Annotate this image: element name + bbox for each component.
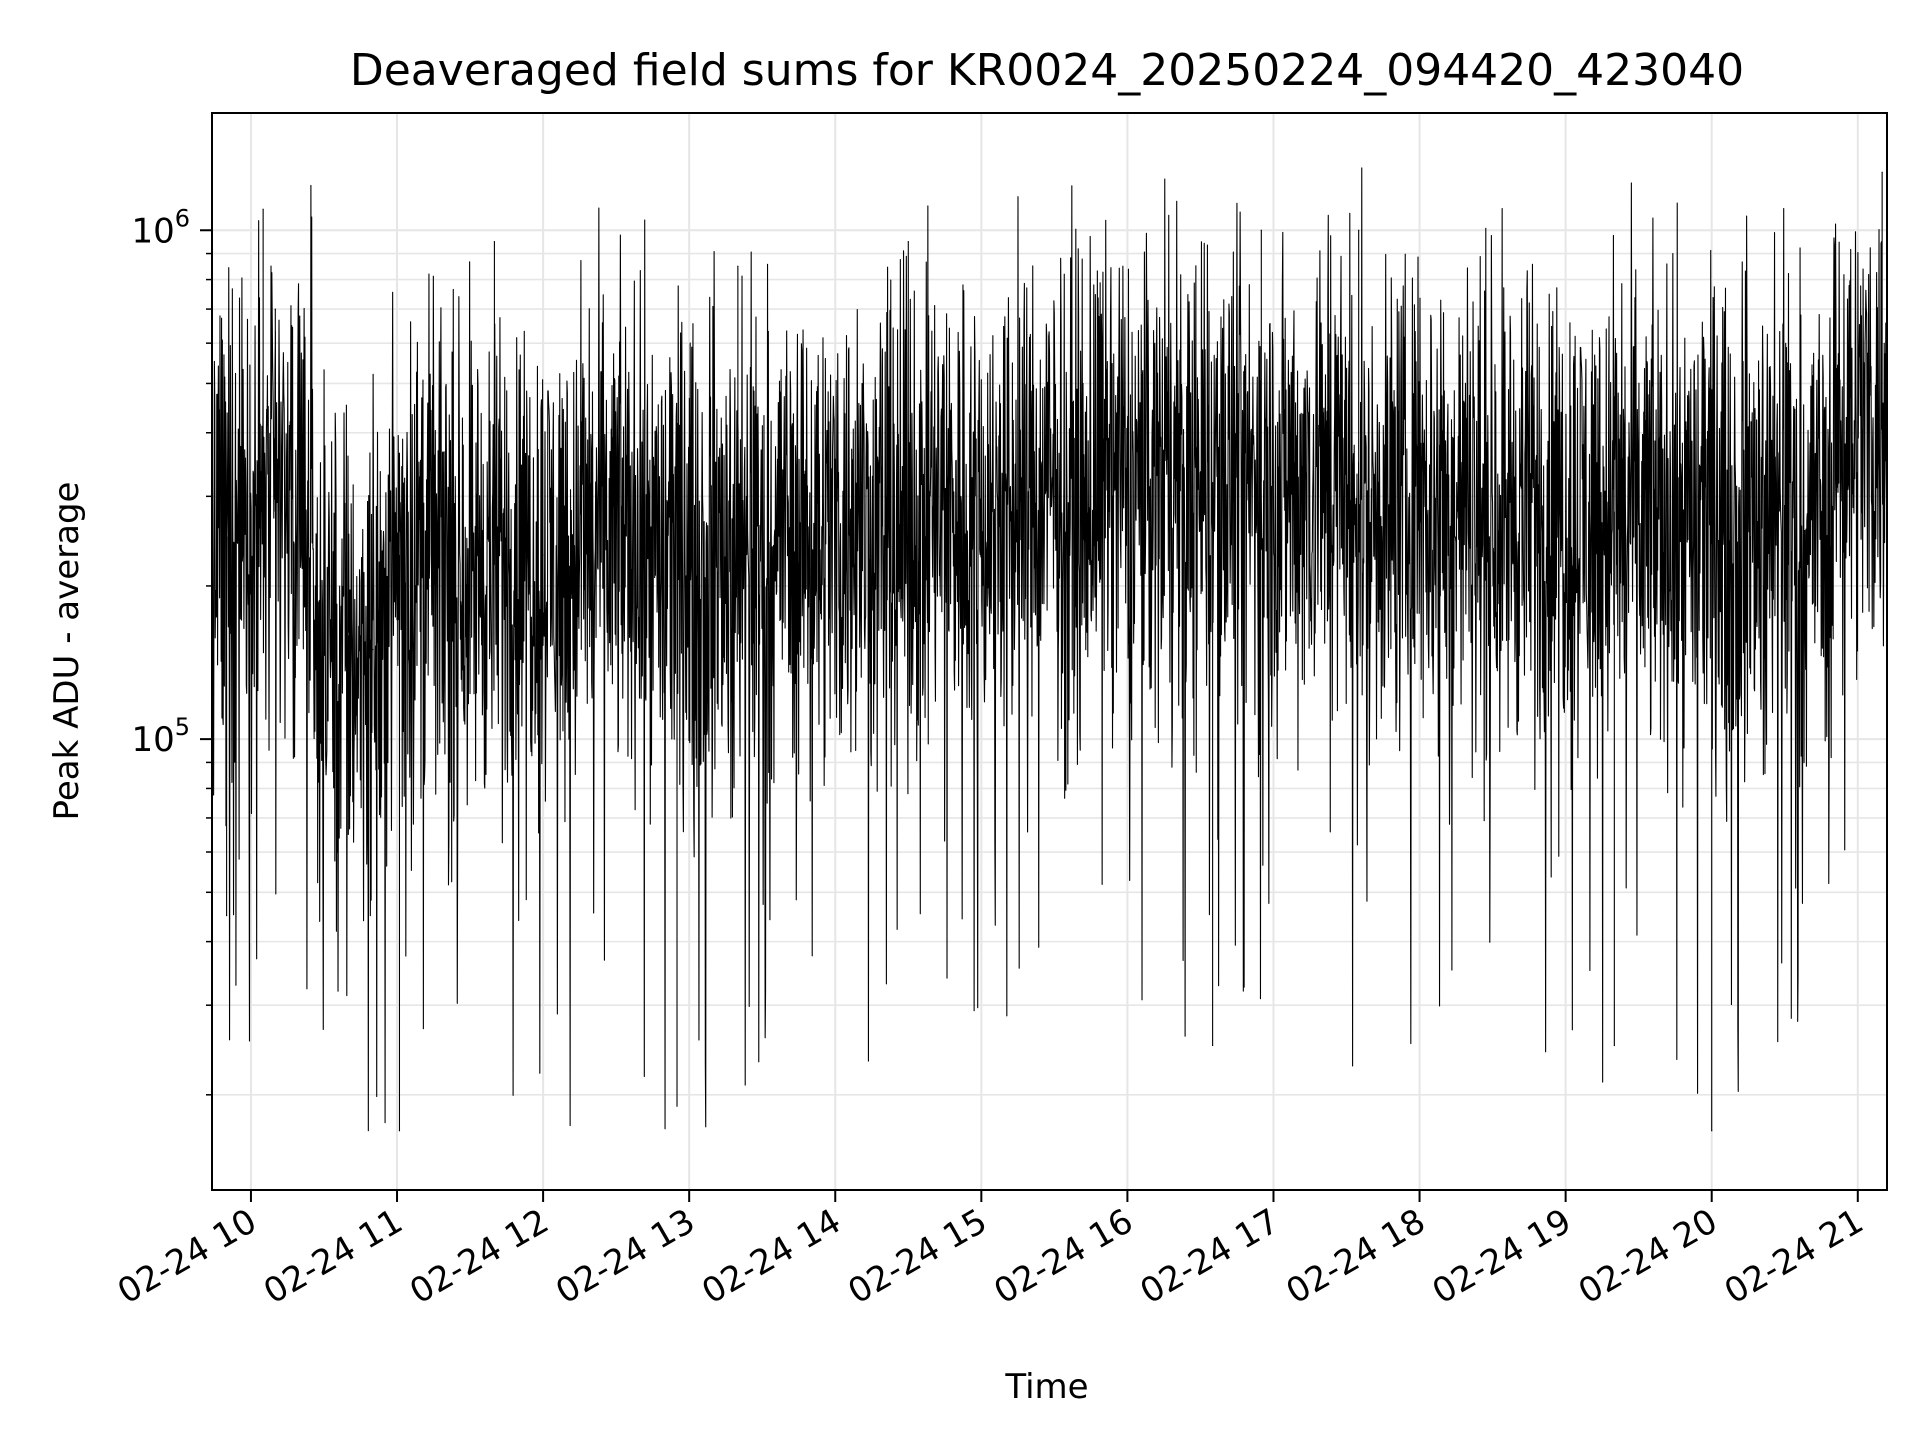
data-point xyxy=(1126,481,1129,483)
data-point xyxy=(907,241,909,243)
data-point xyxy=(1418,503,1421,505)
data-point xyxy=(323,634,325,636)
data-point xyxy=(396,554,398,556)
y-tick-label: 105 xyxy=(131,713,190,760)
data-point xyxy=(1260,229,1262,231)
x-axis-label: Time xyxy=(1004,1367,1088,1407)
data-series xyxy=(211,167,1888,1132)
data-point xyxy=(398,1130,401,1132)
data-point xyxy=(834,527,836,529)
y-tick-label: 106 xyxy=(131,204,190,251)
data-point xyxy=(469,564,471,566)
data-point xyxy=(1711,519,1713,521)
data-point xyxy=(262,208,264,210)
data-point xyxy=(299,495,301,497)
data-point xyxy=(213,536,216,538)
data-point xyxy=(1808,510,1810,513)
data-point xyxy=(347,833,349,835)
data-point xyxy=(542,554,544,556)
plot-frame xyxy=(211,112,1888,1191)
data-point xyxy=(737,265,739,267)
data-point xyxy=(1212,1044,1214,1047)
data-point xyxy=(250,510,252,513)
data-point xyxy=(1565,510,1567,513)
chart-title: Deaveraged field sums for KR0024_2025022… xyxy=(350,45,1744,96)
y-axis-label: Peak ADU - average xyxy=(47,482,87,821)
data-point xyxy=(1613,1044,1615,1047)
data-point xyxy=(1857,421,1859,423)
data-point xyxy=(226,914,228,917)
data-point xyxy=(1053,495,1055,497)
data-point xyxy=(372,648,374,651)
data-point xyxy=(1711,1130,1713,1132)
y-axis: 105 106 xyxy=(131,204,212,1096)
data-point xyxy=(493,241,496,243)
data-point xyxy=(1272,481,1275,483)
data-point xyxy=(274,308,276,310)
data-point xyxy=(615,536,617,538)
data-point xyxy=(1881,171,1883,173)
data-point xyxy=(980,510,982,513)
data-point xyxy=(1358,229,1360,231)
data-point xyxy=(688,554,690,556)
data-point xyxy=(676,1105,678,1107)
